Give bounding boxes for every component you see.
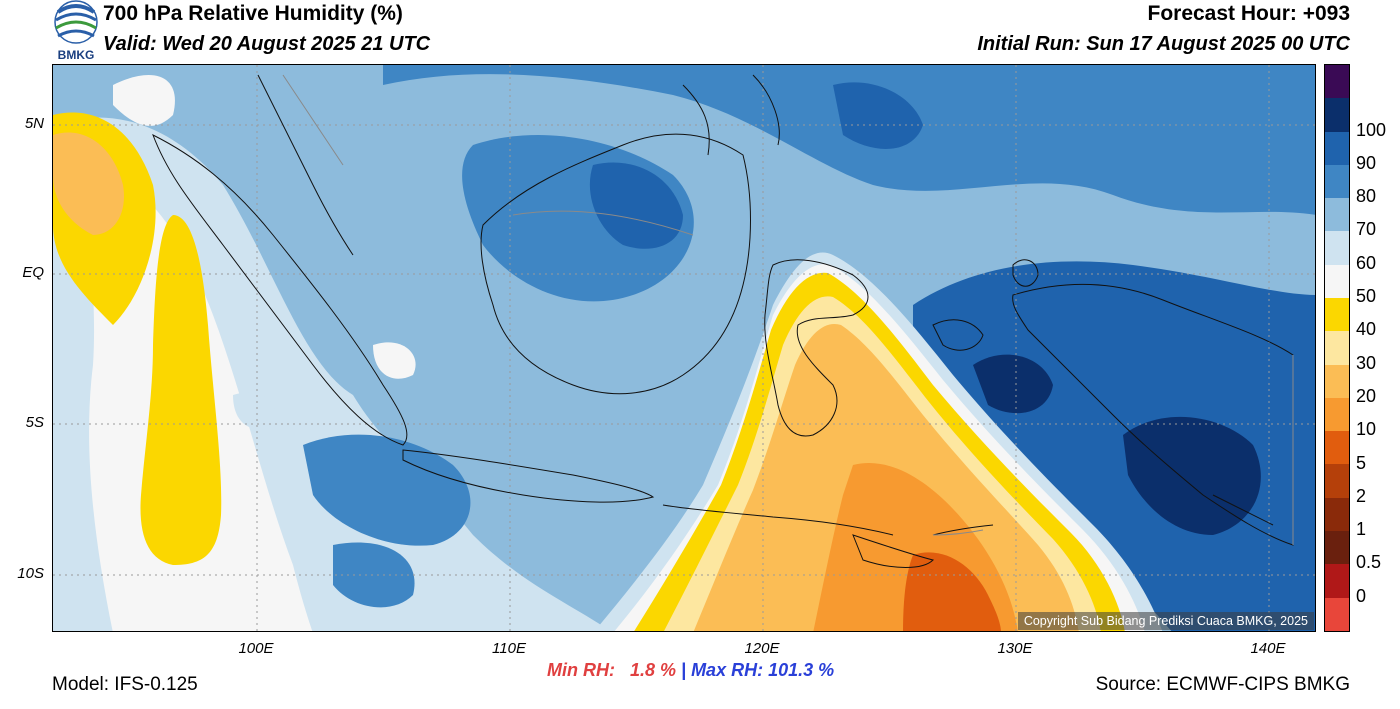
lon-label-110e: 110E: [492, 640, 526, 657]
colorbar-segment: [1325, 264, 1349, 298]
colorbar-segment: [1325, 231, 1349, 265]
colorbar-label: 0: [1356, 585, 1367, 606]
colorbar-segment: [1325, 564, 1349, 598]
colorbar-label: 30: [1356, 352, 1377, 373]
colorbar-label: 20: [1356, 385, 1377, 406]
valid-time: Valid: Wed 20 August 2025 21 UTC: [103, 33, 431, 55]
coastlines: [152, 74, 1294, 568]
min-max-separator: |: [676, 660, 692, 680]
humidity-field: [53, 65, 1315, 631]
colorbar-label: 2: [1356, 485, 1367, 506]
lon-label-100e: 100E: [238, 640, 274, 657]
colorbar-label: 50: [1356, 286, 1377, 307]
lat-label-eq: EQ: [22, 264, 44, 281]
colorbar-label: 0.5: [1356, 552, 1382, 573]
colorbar-segment: [1325, 497, 1349, 531]
lon-label-120e: 120E: [744, 640, 780, 657]
lon-label-130e: 130E: [997, 640, 1033, 657]
colorbar-label: 40: [1356, 319, 1377, 340]
colorbar-segment: [1325, 431, 1349, 465]
colorbar-segment: [1325, 131, 1349, 165]
colorbar-segment: [1325, 331, 1349, 365]
initial-run: Initial Run: Sun 17 August 2025 00 UTC: [977, 33, 1350, 55]
colorbar-label: 90: [1356, 152, 1377, 173]
logo-text: BMKG: [58, 48, 95, 62]
lat-label-10s: 10S: [17, 565, 44, 582]
chart-title: 700 hPa Relative Humidity (%): [103, 2, 403, 25]
colorbar-label: 60: [1356, 252, 1377, 273]
colorbar-label: 10: [1356, 419, 1377, 440]
colorbar-segment: [1325, 164, 1349, 199]
humidity-map: [52, 64, 1316, 632]
min-max-rh: Min RH: 1.8 % | Max RH: 101.3 %: [547, 660, 834, 681]
colorbar-label: 80: [1356, 186, 1377, 207]
copyright-note: Copyright Sub Bidang Prediksi Cuaca BMKG…: [1017, 612, 1314, 630]
model-info: Model: IFS-0.125: [52, 674, 198, 695]
colorbar-label: 1: [1356, 519, 1367, 540]
source-info: Source: ECMWF-CIPS BMKG: [1095, 674, 1350, 695]
lat-label-5n: 5N: [24, 115, 44, 132]
colorbar-segment: [1325, 364, 1349, 398]
colorbar-label: 70: [1356, 219, 1377, 240]
colorbar-segment: [1325, 464, 1349, 498]
colorbar: [1324, 64, 1350, 632]
lon-label-140e: 140E: [1250, 640, 1286, 657]
colorbar-segment: [1325, 198, 1349, 232]
colorbar-segment: [1325, 530, 1349, 565]
colorbar-label: 5: [1356, 452, 1367, 473]
forecast-hour: Forecast Hour: +093: [1147, 2, 1351, 25]
colorbar-segment: [1325, 65, 1349, 99]
bmkg-logo: BMKG: [52, 0, 100, 62]
colorbar-segment: [1325, 597, 1349, 631]
min-rh: Min RH: 1.8 %: [547, 660, 677, 680]
lat-label-5s: 5S: [25, 414, 44, 431]
colorbar-segment: [1325, 98, 1349, 132]
colorbar-segment: [1325, 397, 1349, 432]
max-rh: Max RH: 101.3 %: [691, 660, 835, 680]
colorbar-label: 100: [1356, 119, 1387, 140]
colorbar-segment: [1325, 297, 1349, 332]
